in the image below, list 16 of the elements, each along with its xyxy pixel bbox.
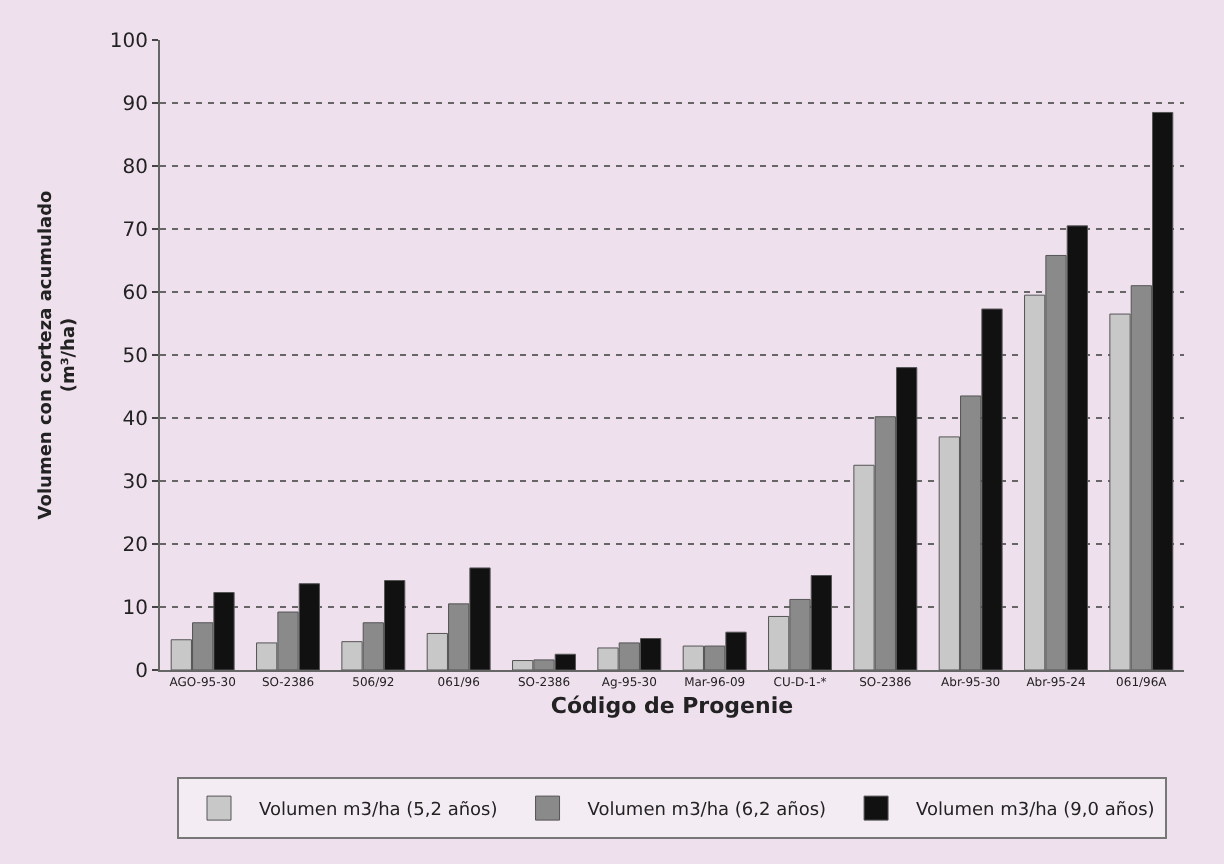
y-tick-label: 50 bbox=[122, 346, 148, 368]
legend-label: Volumen m3/ha (5,2 años) bbox=[259, 801, 498, 822]
y-tick-label: 20 bbox=[122, 535, 148, 557]
y-tick-label: 40 bbox=[122, 409, 148, 431]
legend-label: Volumen m3/ha (6,2 años) bbox=[587, 801, 827, 822]
y-tick-label: 90 bbox=[122, 94, 148, 116]
y-tick-label: 10 bbox=[122, 598, 148, 620]
y-tick-label: 70 bbox=[122, 220, 148, 242]
x-axis-title: Código de Progenie bbox=[550, 692, 794, 719]
y-tick-label: 100 bbox=[109, 31, 148, 53]
y-tick-label: 0 bbox=[135, 661, 148, 683]
y-axis-title: Volumen con corteza acumulado (m³/ha) bbox=[37, 190, 81, 520]
legend-label: Volumen m3/ha (9,0 años) bbox=[916, 801, 1155, 822]
y-tick-label: 80 bbox=[122, 157, 148, 179]
y-tick-label: 60 bbox=[122, 283, 148, 305]
y-tick-label: 30 bbox=[122, 472, 148, 494]
